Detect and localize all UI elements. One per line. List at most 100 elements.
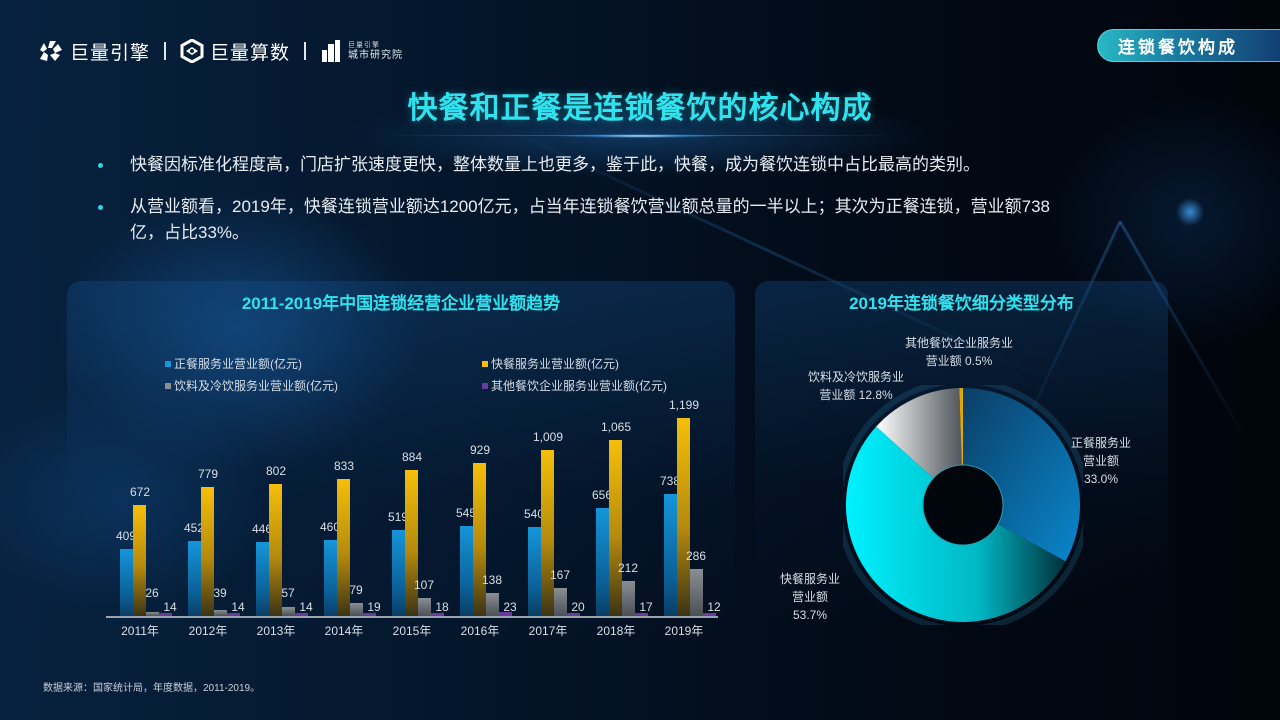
bar-fast-food — [677, 418, 690, 616]
bar-value-label: 57 — [281, 586, 295, 600]
donut-label-fast-food: 快餐服务业 营业额 53.7% — [780, 570, 840, 624]
juliang-suanshu-logo-icon — [180, 39, 204, 63]
donut-slice-beverage — [876, 388, 962, 479]
legend-item-formal: 正餐服务业营业额(亿元) — [165, 355, 302, 372]
bar-beverage — [350, 602, 363, 616]
city-institute-logo: 巨量引擎 城市研究院 — [320, 40, 403, 62]
label-line: 快餐服务业 — [780, 572, 841, 586]
donut-chart-svg — [836, 378, 1090, 632]
x-axis-tick-label: 2011年 — [121, 624, 159, 638]
bar-formal — [528, 526, 541, 616]
juliang-engine-logo-text: 巨量引擎 — [70, 42, 151, 64]
juliang-engine-logo-icon — [40, 41, 62, 61]
title-glow — [560, 134, 720, 138]
legend-swatch-icon — [165, 382, 171, 389]
legend-label: 饮料及冷饮服务业营业额(亿元) — [174, 379, 338, 393]
bar-value-label: 138 — [481, 573, 503, 588]
bar-other — [567, 612, 580, 616]
bar-fast-food — [609, 440, 622, 616]
donut-slice-formal — [963, 388, 1080, 562]
bar-value-label: 167 — [549, 568, 571, 583]
bar-chart-title: 2011-2019年中国连锁经营企业营业额趋势 — [241, 294, 561, 313]
x-axis-tick-label: 2019年 — [664, 624, 704, 638]
label-line: 其他餐饮企业服务业 — [905, 336, 1014, 350]
legend-swatch-icon — [482, 360, 488, 367]
bar-other — [159, 613, 172, 616]
donut-slice-other — [959, 388, 963, 466]
donut-chart-title: 2019年连锁餐饮细分类型分布 — [849, 294, 1074, 313]
bar-value-label: 107 — [413, 578, 435, 593]
juliang-suanshu-logo-text: 巨量算数 — [210, 42, 291, 64]
bar-value-label: 540 — [523, 506, 545, 521]
x-axis-tick-label: 2017年 — [528, 624, 568, 638]
bar-value-label: 519 — [387, 510, 409, 525]
bar-value-label: 409 — [115, 528, 137, 543]
bar-value-label: 1,065 — [600, 420, 632, 435]
bar-value-label: 460 — [319, 520, 341, 535]
legend-item-fast-food: 快餐服务业营业额(亿元) — [482, 355, 619, 372]
bullet-item: 从营业额看，2019年，快餐连锁营业额达1200亿元，占当年连锁餐饮营业额总量的… — [98, 194, 1058, 246]
juliang-engine-logo: 巨量引擎 — [38, 38, 150, 65]
bar-beverage — [282, 606, 295, 616]
bar-beverage — [418, 598, 431, 616]
donut-label-formal: 正餐服务业 营业额 33.0% — [1071, 434, 1131, 488]
bar-value-label: 17 — [639, 600, 653, 614]
bar-group: 545 929 138 23 — [446, 400, 517, 616]
bar-formal — [664, 494, 677, 616]
bar-group: 540 1,009 167 20 — [514, 400, 585, 616]
bar-group: 738 1,199 286 12 — [650, 398, 721, 616]
donut-label-other: 其他餐饮企业服务业 营业额 0.5% — [905, 334, 1013, 370]
bar-formal — [120, 548, 133, 616]
bar-formal — [460, 526, 473, 616]
city-institute-logo-bottom: 城市研究院 — [348, 49, 404, 61]
bar-formal — [188, 541, 201, 616]
donut-label-beverage: 饮料及冷饮服务业 营业额 12.8% — [808, 368, 904, 404]
label-line: 33.0% — [1083, 472, 1119, 486]
bar-group: 446 802 57 14 — [242, 400, 313, 616]
bar-beverage — [214, 609, 227, 616]
logo-separator — [304, 42, 307, 60]
label-line: 营业额 — [1083, 454, 1120, 468]
bullet-dot-icon — [98, 163, 103, 168]
label-line: 营业额 — [792, 590, 829, 604]
bar-other — [499, 612, 512, 616]
bullet-dot-icon — [98, 205, 103, 210]
bar-value-label: 929 — [469, 442, 491, 457]
section-tag: 连锁餐饮构成 — [1097, 29, 1280, 62]
bar-group: 519 884 107 18 — [378, 400, 449, 616]
bar-beverage — [622, 581, 635, 616]
bar-fast-food — [201, 487, 214, 616]
x-axis-line — [106, 616, 718, 618]
bar-other — [431, 613, 444, 616]
x-axis-tick-label: 2015年 — [392, 624, 432, 638]
x-axis-tick-label: 2016年 — [460, 624, 500, 638]
bar-value-label: 212 — [617, 561, 639, 576]
bullet-list: 快餐因标准化程度高，门店扩张速度更快，整体数量上也更多，鉴于此，快餐，成为餐饮连… — [98, 152, 1098, 262]
bar-value-label: 446 — [251, 522, 273, 537]
bar-value-label: 672 — [129, 485, 151, 500]
bar-other — [227, 613, 240, 616]
juliang-suanshu-logo: 巨量算数 — [180, 38, 290, 65]
bar-value-label: 1,199 — [668, 398, 700, 413]
source-note: 数据来源：国家统计局，年度数据，2011-2019。 — [43, 683, 261, 694]
legend-label: 其他餐饮企业服务业营业额(亿元) — [491, 379, 667, 393]
page-title: 快餐和正餐是连锁餐饮的核心构成 — [407, 92, 873, 125]
bar-fast-food — [133, 505, 146, 616]
bullet-text: 从营业额看，2019年，快餐连锁营业额达1200亿元，占当年连锁餐饮营业额总量的… — [130, 197, 1050, 242]
bar-formal — [256, 542, 269, 616]
x-axis-tick-label: 2014年 — [324, 624, 364, 638]
label-line: 饮料及冷饮服务业 — [808, 370, 905, 384]
bar-value-label: 545 — [455, 506, 477, 521]
bar-fast-food — [541, 449, 554, 616]
bar-value-label: 452 — [183, 521, 205, 536]
bar-other — [295, 613, 308, 616]
donut-slice-fast-food — [846, 426, 1066, 622]
bar-beverage — [486, 593, 499, 616]
bar-value-label: 14 — [163, 600, 177, 614]
bar-other — [363, 612, 376, 616]
bar-fast-food — [269, 483, 282, 616]
bar-value-label: 656 — [591, 487, 613, 502]
label-line: 53.7% — [792, 608, 828, 622]
donut-chart — [836, 378, 1090, 632]
bar-value-label: 26 — [145, 586, 159, 600]
